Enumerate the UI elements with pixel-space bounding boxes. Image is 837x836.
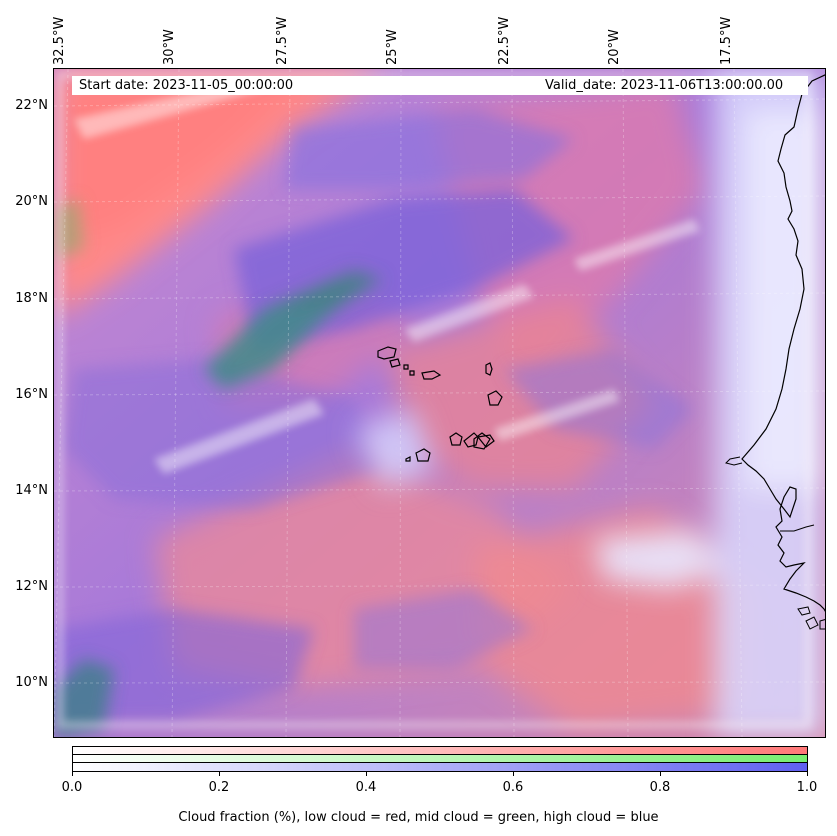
colorbar-caption: Cloud fraction (%), low cloud = red, mid… — [178, 810, 659, 825]
cloud-fraction-map[interactable] — [53, 68, 826, 738]
coastline-bissagos — [797, 606, 825, 630]
coastline-senegal-capeverde-peninsula — [725, 456, 743, 466]
coastline-africa — [741, 74, 825, 612]
colorbar-tick-label: 0.8 — [649, 780, 671, 795]
cape-verde-islands — [377, 346, 503, 462]
colorbar-tick — [660, 772, 661, 776]
colorbar-divider — [73, 762, 807, 763]
lat-label-22n: 22°N — [15, 98, 48, 113]
lat-label-18n: 18°N — [15, 291, 48, 306]
mid-cloud-layer — [54, 199, 384, 737]
colorbar-tick-label: 0.6 — [502, 780, 524, 795]
colorbar-tick — [807, 772, 808, 776]
colorbar-divider — [73, 754, 807, 755]
lat-label-20n: 20°N — [15, 194, 48, 209]
colorbar-tick — [366, 772, 367, 776]
colorbar-tick — [219, 772, 220, 776]
lon-label-25w: 25°W — [385, 29, 400, 65]
lon-label-20w: 20°W — [607, 29, 622, 65]
colorbar-tick — [72, 772, 73, 776]
lon-label-22-5w: 22.5°W — [497, 16, 512, 65]
colorbar-tick-label: 1.0 — [796, 780, 818, 795]
domain-edge — [56, 71, 812, 729]
coastline-gambia-detail — [780, 524, 815, 532]
valid-date-label: Valid_date: 2023-11-06T13:00:00.00 — [545, 78, 784, 93]
lat-label-16n: 16°N — [15, 387, 48, 402]
lat-label-14n: 14°N — [15, 483, 48, 498]
lat-label-10n: 10°N — [15, 675, 48, 690]
map-canvas — [54, 69, 825, 737]
lat-label-12n: 12°N — [15, 579, 48, 594]
colorbar-tick-label: 0.4 — [355, 780, 377, 795]
colorbar-tick-label: 0.0 — [61, 780, 83, 795]
colorbar-green-strip — [73, 755, 807, 763]
lon-label-32-5w: 32.5°W — [52, 16, 67, 65]
colorbar-tick-label: 0.2 — [208, 780, 230, 795]
lon-label-30w: 30°W — [162, 29, 177, 65]
graticule — [54, 69, 825, 737]
date-header-box — [72, 76, 808, 95]
colorbar-red-strip — [73, 747, 807, 755]
lon-label-17-5w: 17.5°W — [719, 16, 734, 65]
start-date-label: Start date: 2023-11-05_00:00:00 — [79, 78, 294, 93]
colorbar — [72, 746, 808, 772]
colorbar-blue-strip — [73, 763, 807, 771]
colorbar-tick — [513, 772, 514, 776]
lon-label-27-5w: 27.5°W — [275, 16, 290, 65]
